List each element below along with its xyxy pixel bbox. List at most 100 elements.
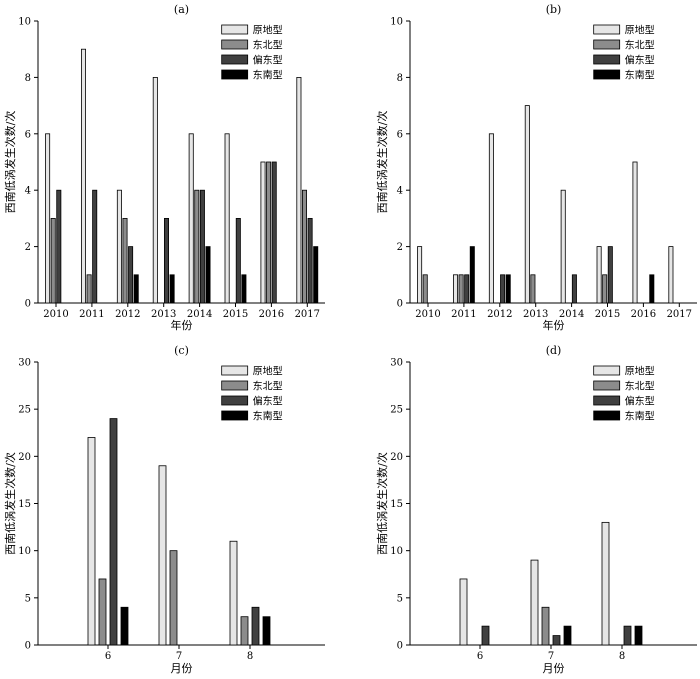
bar-偏东型-2014 <box>571 274 577 304</box>
bar-东南型-8 <box>634 625 643 646</box>
bar-原地型-2014 <box>560 189 566 304</box>
legend-label: 原地型 <box>253 24 283 37</box>
bar-东南型-6 <box>120 606 129 646</box>
y-tick-label: 5 <box>397 593 403 604</box>
bar-偏东型-2015 <box>235 217 241 304</box>
y-tick-label: 20 <box>18 452 31 463</box>
y-axis-title: 西南低涡发生次数/次 <box>3 111 17 214</box>
bar-原地型-2013 <box>152 77 158 304</box>
bar-东南型-2013 <box>169 274 175 304</box>
bar-东北型-2015 <box>602 274 608 304</box>
y-tick-label: 10 <box>390 17 403 28</box>
legend-swatch <box>221 380 249 391</box>
y-tick-label: 4 <box>397 186 403 197</box>
legend-swatch <box>593 395 621 406</box>
legend-label: 东南型 <box>253 69 283 82</box>
y-tick-label: 6 <box>25 129 31 140</box>
bar-东北型-2011 <box>458 274 464 304</box>
y-tick-label: 25 <box>18 405 31 416</box>
legend-swatch <box>221 395 249 406</box>
legend-label: 东南型 <box>625 410 655 423</box>
bar-东南型-2011 <box>469 246 475 304</box>
bar-东北型-8 <box>240 616 249 646</box>
bar-偏东型-2016 <box>271 161 277 304</box>
panel-c: 0 5 10 15 20 25 30 (c) 西南低涡发生次数/次 6 7 8 月份 原地型东北型偏东型东… <box>3 344 325 675</box>
y-tick-label: 20 <box>390 452 403 463</box>
bar-东南型-8 <box>262 616 271 646</box>
y-tick-label: 4 <box>25 186 31 197</box>
y-tick-label: 0 <box>25 641 31 652</box>
bar-东南型-2016 <box>649 274 655 304</box>
x-tick-label: 2015 <box>223 309 248 320</box>
bar-东北型-2013 <box>530 274 536 304</box>
legend-label: 原地型 <box>625 365 655 378</box>
panel-title: (d) <box>546 344 562 357</box>
x-tick-label: 2010 <box>43 309 68 320</box>
y-axis-title: 西南低涡发生次数/次 <box>3 452 17 555</box>
x-tick-label: 2017 <box>295 309 320 320</box>
bar-原地型-2011 <box>81 48 87 304</box>
x-tick-label: 6 <box>105 651 111 662</box>
bar-东北型-2014 <box>194 189 200 304</box>
x-tick-label: 2011 <box>451 309 476 320</box>
x-tick-label: 2014 <box>187 309 212 320</box>
bar-偏东型-2012 <box>128 246 134 304</box>
legend-label: 偏东型 <box>625 395 655 408</box>
bar-东南型-7 <box>563 625 572 646</box>
bar-东北型-2012 <box>122 217 128 304</box>
x-tick-label: 2013 <box>151 309 176 320</box>
legend-label: 偏东型 <box>625 54 655 67</box>
bar-原地型-6 <box>87 437 96 646</box>
y-tick-label: 15 <box>390 499 403 510</box>
y-tick-label: 30 <box>18 358 31 369</box>
legend-swatch <box>221 410 249 421</box>
bar-偏东型-8 <box>251 606 260 646</box>
bar-东南型-2012 <box>133 274 139 304</box>
bar-偏东型-7 <box>552 635 561 646</box>
y-tick-label: 6 <box>397 129 403 140</box>
bar-原地型-8 <box>601 521 610 646</box>
bar-偏东型-2012 <box>500 274 506 304</box>
y-tick-label: 10 <box>18 546 31 557</box>
bar-东北型-2011 <box>86 274 92 304</box>
x-axis-title: 年份 <box>171 318 193 332</box>
bar-偏东型-2011 <box>464 274 470 304</box>
bar-偏东型-2010 <box>56 189 62 304</box>
x-tick-label: 8 <box>619 651 625 662</box>
legend-label: 东北型 <box>253 39 283 52</box>
y-tick-label: 15 <box>18 499 31 510</box>
y-axis-title: 西南低涡发生次数/次 <box>375 111 389 214</box>
legend-label: 东南型 <box>625 69 655 82</box>
legend-swatch <box>221 24 249 35</box>
legend-swatch <box>221 54 249 65</box>
panel-d: 0 5 10 15 20 25 30 (d) 西南低涡发生次数/次 6 7 8 月份 原地型东北型偏东型东… <box>375 344 697 675</box>
bar-偏东型-6 <box>109 418 118 646</box>
y-tick-label: 0 <box>397 641 403 652</box>
bar-东南型-2015 <box>241 274 247 304</box>
x-tick-label: 2011 <box>79 309 104 320</box>
panel-title: (b) <box>546 3 562 16</box>
bar-东南型-2017 <box>313 246 319 304</box>
x-tick-label: 2017 <box>667 309 692 320</box>
legend-swatch <box>593 365 621 376</box>
y-tick-label: 2 <box>25 242 31 253</box>
bar-偏东型-6 <box>481 625 490 646</box>
y-tick-label: 8 <box>397 73 403 84</box>
y-tick-label: 2 <box>397 242 403 253</box>
bar-原地型-2016 <box>260 161 266 304</box>
y-tick-label: 0 <box>397 299 403 310</box>
bar-东北型-2017 <box>301 189 307 304</box>
bar-东北型-6 <box>98 578 107 646</box>
panel-a: 0 2 4 6 8 10 (a) 西南低涡发生次数/次 2010 2011 2012 2013 2014… <box>3 3 325 332</box>
bar-偏东型-2014 <box>199 189 205 304</box>
x-tick-label: 2015 <box>595 309 620 320</box>
x-tick-label: 2010 <box>415 309 440 320</box>
bar-原地型-2011 <box>452 274 458 304</box>
bar-东北型-2010 <box>50 217 56 304</box>
panel-title: (c) <box>174 344 189 357</box>
y-tick-label: 5 <box>25 593 31 604</box>
bar-偏东型-2013 <box>163 217 169 304</box>
legend-swatch <box>593 69 621 80</box>
bar-偏东型-2017 <box>307 217 313 304</box>
x-tick-label: 7 <box>548 651 554 662</box>
